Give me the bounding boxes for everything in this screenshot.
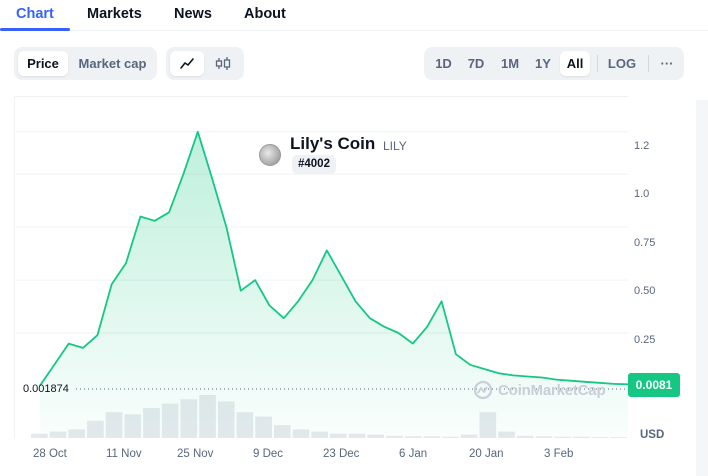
log-scale-button[interactable]: LOG: [607, 56, 637, 71]
y-tick-label: 1.2: [634, 140, 650, 152]
more-options-button[interactable]: ···: [660, 56, 674, 71]
y-tick-label: 0.75: [634, 237, 656, 249]
y-tick-label: 1.0: [634, 188, 650, 200]
current-price-badge: 0.0081: [628, 373, 680, 397]
tab-markets[interactable]: Markets: [87, 6, 142, 22]
y-tick-label: 0.25: [634, 334, 656, 346]
line-chart-button[interactable]: [170, 51, 204, 76]
x-tick-label: 6 Jan: [399, 448, 428, 460]
candlestick-icon: [215, 57, 231, 70]
range-1d-button[interactable]: 1D: [435, 56, 452, 71]
x-tick-label: 3 Feb: [544, 448, 574, 460]
coin-name: Lily's Coin: [290, 134, 376, 153]
range-1y-button[interactable]: 1Y: [535, 56, 551, 71]
x-tick-label: 23 Dec: [323, 448, 360, 460]
price-chart-frame: [14, 96, 628, 439]
min-price-label: 0.001874: [23, 383, 69, 395]
range-divider-2: [648, 55, 649, 72]
coin-symbol: LILY: [383, 139, 407, 153]
range-7d-button[interactable]: 7D: [467, 56, 485, 71]
y-tick-label: 0.50: [634, 285, 656, 297]
watermark-text: CoinMarketCap: [498, 382, 606, 399]
range-all-button[interactable]: All: [560, 51, 590, 76]
tab-about[interactable]: About: [244, 6, 286, 22]
x-tick-label: 25 Nov: [177, 448, 214, 460]
range-divider: [597, 55, 598, 72]
coin-rank-badge: #4002: [292, 155, 336, 174]
x-tick-label: 9 Dec: [253, 448, 284, 460]
market-cap-button[interactable]: Market cap: [78, 56, 147, 71]
price-area-fill: [40, 131, 628, 439]
volume-bar: [31, 433, 48, 438]
x-tick-label: 11 Nov: [106, 448, 142, 460]
side-panel-edge: [696, 100, 708, 476]
coinmarketcap-logo-icon: [473, 380, 493, 400]
top-tab-bar: Chart Markets News About: [0, 0, 708, 31]
price-line: [39, 130, 629, 387]
currency-label: USD: [640, 429, 665, 441]
time-range-selector: 1D 7D 1M 1Y All LOG ···: [424, 47, 684, 80]
price-button[interactable]: Price: [18, 51, 68, 76]
x-tick-label: 28 Oct: [33, 448, 67, 460]
chart-type-toggle: [166, 47, 244, 80]
candlestick-button[interactable]: [206, 51, 240, 76]
range-1m-button[interactable]: 1M: [500, 56, 520, 71]
active-tab-indicator: [0, 28, 70, 31]
tab-news[interactable]: News: [174, 6, 212, 22]
x-tick-label: 20 Jan: [469, 448, 504, 460]
metric-toggle: Price Market cap: [14, 47, 157, 80]
line-chart-icon: [180, 58, 194, 69]
tab-chart[interactable]: Chart: [16, 6, 54, 22]
coin-logo-icon: [259, 144, 281, 166]
